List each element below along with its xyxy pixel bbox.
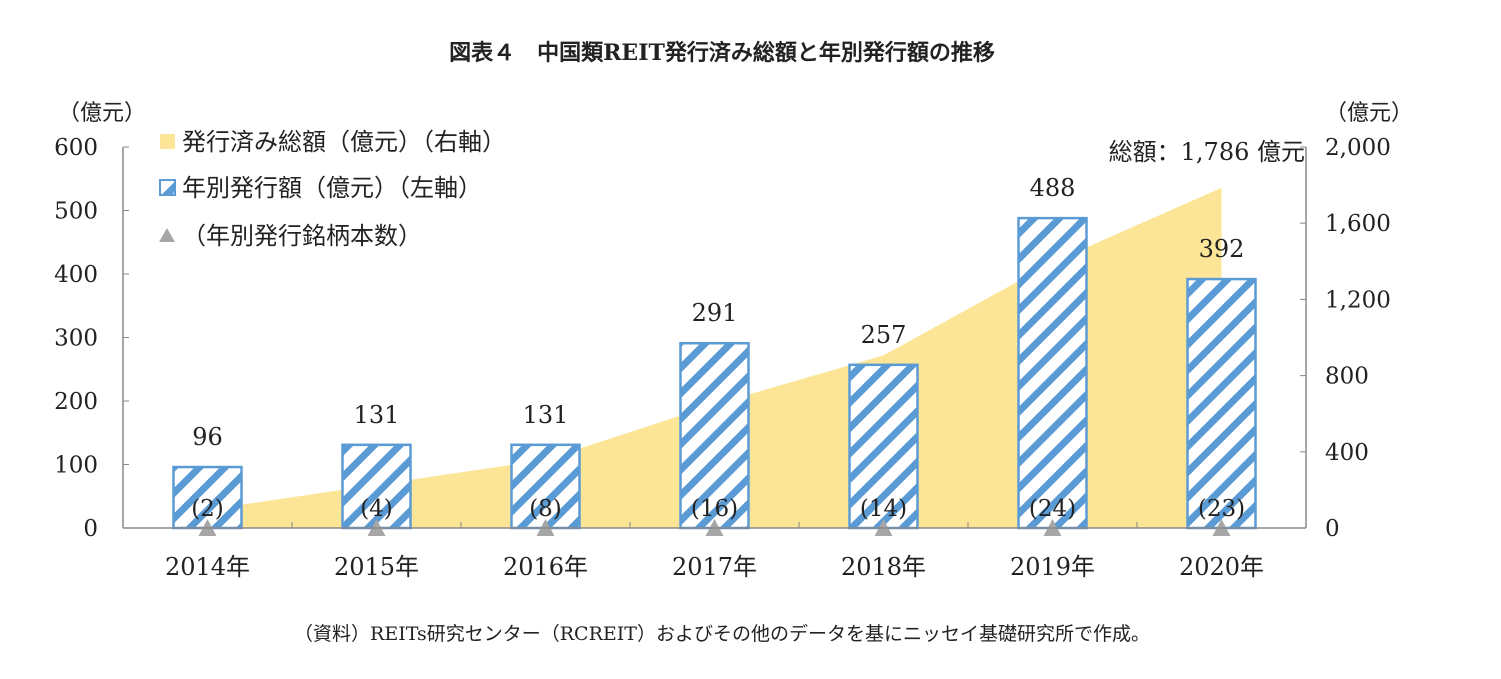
- bar-value-label: 96: [192, 423, 223, 451]
- left-tick-label: 600: [54, 135, 98, 161]
- bar-2017年: [679, 341, 750, 530]
- right-tick-label: 400: [1325, 440, 1369, 466]
- legend-label-area: 発行済み総額（億元）（右軸）: [182, 128, 506, 156]
- legend-label-marker: （年別発行銘柄本数）: [182, 222, 422, 250]
- count-label: (24): [1029, 496, 1076, 522]
- right-tick-label: 1,200: [1325, 287, 1391, 313]
- x-tick-label: 2018年: [841, 553, 926, 581]
- x-tick-label: 2015年: [334, 553, 419, 581]
- left-axis-unit: （億元）: [58, 101, 146, 126]
- x-tick-label: 2016年: [503, 553, 588, 581]
- bar-value-label: 291: [692, 299, 738, 327]
- x-tick-label: 2019年: [1010, 553, 1095, 581]
- bar-2019年: [1017, 216, 1088, 530]
- right-tick-label: 1,600: [1325, 211, 1391, 237]
- count-label: (2): [191, 496, 224, 522]
- right-tick-label: 2,000: [1325, 135, 1391, 161]
- x-tick-label: 2017年: [672, 553, 757, 581]
- left-tick-label: 400: [54, 262, 98, 288]
- bar-2016年: [510, 443, 581, 530]
- count-label: (23): [1198, 496, 1245, 522]
- bar-2018年: [848, 363, 919, 530]
- bar-2020年: [1186, 277, 1257, 530]
- legend-swatch-marker: [159, 228, 175, 242]
- left-tick-label: 0: [83, 516, 98, 542]
- legend-swatch-area: [160, 134, 175, 149]
- right-tick-label: 800: [1325, 364, 1369, 390]
- area-cumulative-total: [207, 187, 1222, 528]
- total-annotation: 総額：1,786 億元: [1109, 138, 1305, 166]
- legend-label-bar: 年別発行額（億元）（左軸）: [182, 174, 482, 202]
- count-label: (14): [860, 496, 907, 522]
- chart-title: 図表４ 中国類REIT発行済み総額と年別発行額の推移: [449, 40, 995, 66]
- source-note: （資料）REITs研究センター（RCREIT）およびその他のデータを基にニッセイ…: [294, 623, 1150, 645]
- bar-value-label: 257: [861, 321, 907, 349]
- left-tick-label: 300: [54, 326, 98, 352]
- bar-value-label: 392: [1199, 235, 1245, 263]
- right-tick-label: 0: [1325, 516, 1340, 542]
- bar-value-label: 131: [354, 401, 400, 429]
- bar-value-label: 488: [1030, 174, 1076, 202]
- left-tick-label: 100: [54, 453, 98, 479]
- count-label: (16): [691, 496, 738, 522]
- left-tick-label: 500: [54, 199, 98, 225]
- left-tick-label: 200: [54, 389, 98, 415]
- count-label: (8): [529, 496, 562, 522]
- legend-swatch-bar: [159, 179, 176, 196]
- x-tick-label: 2020年: [1179, 553, 1264, 581]
- right-axis-unit: （億元）: [1325, 101, 1413, 126]
- legend: 発行済み総額（億元）（右軸） 年別発行額（億元）（左軸） （年別発行銘柄本数）: [159, 128, 506, 250]
- bar-value-label: 131: [523, 401, 569, 429]
- count-label: (4): [360, 496, 393, 522]
- x-tick-label: 2014年: [165, 553, 250, 581]
